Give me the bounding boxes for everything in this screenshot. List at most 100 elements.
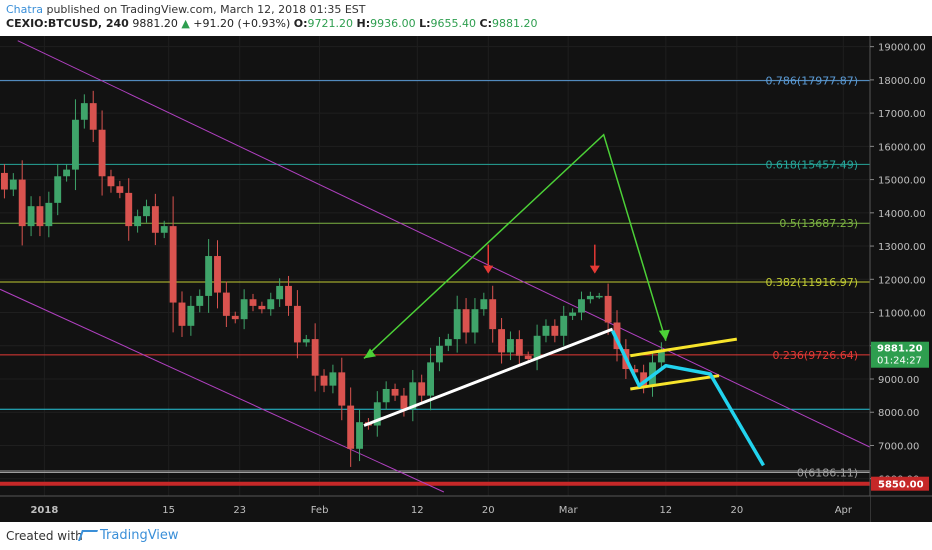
y-tick-label: 18000.00 (878, 76, 926, 87)
candle-body (125, 192, 133, 227)
candle-body (436, 345, 443, 363)
tradingview-brand: TradingView (100, 528, 179, 543)
last-price-text: 9881.20 (132, 17, 178, 30)
candle-body (151, 206, 159, 233)
candle-body (231, 315, 239, 320)
cyan-projection-path (610, 330, 765, 467)
candle-body (311, 339, 319, 376)
open-value: 9721.20 (307, 17, 354, 30)
fib-level-label: 0.236(9726.64) (772, 349, 858, 362)
candle-body (285, 285, 292, 306)
candle-body (320, 375, 328, 386)
x-tick-label: 15 (162, 505, 175, 516)
support-price-badge (871, 476, 929, 491)
x-tick-label: 2018 (30, 505, 58, 516)
last-price-badge (871, 341, 929, 368)
candle-body (293, 305, 301, 343)
x-tick-label: Feb (311, 505, 329, 516)
y-tick-label: 17000.00 (878, 109, 926, 120)
fib-level-label: 0.382(11916.97) (765, 276, 858, 289)
symbol-label: CEXIO:BTCUSD, 240 (6, 17, 129, 30)
high-label: H: (356, 17, 371, 30)
published-text: published on TradingView.com, March 12, … (42, 3, 366, 16)
yellow-flag-line (630, 374, 720, 391)
candle-body (338, 372, 346, 406)
fib-level-label: 0.5(13687.23) (779, 217, 858, 230)
candle-body (134, 216, 142, 227)
candle-body (72, 119, 79, 170)
y-axis-panel (870, 36, 932, 522)
candle-body (187, 305, 195, 326)
candle-body (657, 349, 665, 363)
price-chart[interactable]: 0.786(17977.87) 0.618(15457.49) 0.5(13687.… (0, 36, 932, 522)
candle-body (54, 176, 62, 203)
channel-line (17, 40, 871, 448)
channel-line (0, 288, 445, 493)
candle-body (258, 305, 266, 310)
candle-body (391, 388, 399, 396)
change-arrow-icon: ▲ (181, 17, 190, 30)
bar-countdown-label: 01:24:27 (877, 356, 922, 367)
low-value: 9655.40 (430, 17, 477, 30)
red-arrow-icon (483, 265, 494, 274)
candle-body (515, 339, 523, 356)
close-value: 9881.20 (492, 17, 538, 30)
candle-body (1, 172, 8, 190)
candle-body (160, 226, 168, 233)
candle-body (89, 103, 97, 130)
candle-body (524, 355, 532, 360)
fib-level-label: 0.618(15457.49) (765, 158, 858, 171)
candle-body (551, 325, 559, 336)
y-tick-label: 8000.00 (878, 408, 919, 419)
arrow-head-icon (363, 348, 376, 359)
x-tick-label: 23 (233, 505, 246, 516)
candle-body (533, 335, 541, 360)
candle-body (178, 302, 186, 326)
y-tick-label: 13000.00 (878, 242, 926, 253)
candle-body (507, 339, 514, 353)
candle-body (453, 309, 461, 340)
candle-body (18, 179, 26, 227)
y-tick-label: 15000.00 (878, 176, 926, 187)
candle-body (196, 295, 204, 306)
y-tick-label: 12000.00 (878, 275, 926, 286)
candle-body (480, 299, 488, 310)
candle-body (240, 299, 248, 320)
candle-body (578, 299, 585, 313)
chart-footer: Created with TradingView (0, 522, 932, 550)
candle-body (107, 176, 115, 187)
candle-body (498, 329, 506, 353)
candle-body (382, 388, 390, 403)
candle-body (9, 179, 17, 190)
candle-body (267, 299, 275, 310)
candle-body (409, 382, 417, 409)
x-axis-panel (0, 496, 870, 522)
candle-body (205, 256, 213, 296)
high-value: 9936.00 (370, 17, 416, 30)
candle-body (418, 382, 426, 396)
candle-body (471, 309, 479, 333)
ohlc-line: CEXIO:BTCUSD, 240 9881.20 ▲ +91.20 (+0.9… (6, 17, 538, 30)
y-tick-label: 19000.00 (878, 43, 926, 54)
candle-body (586, 295, 594, 300)
y-tick-label: 14000.00 (878, 209, 926, 220)
fib-level-label: 0(6186.11) (797, 467, 858, 480)
white-trend-line (363, 327, 614, 427)
yellow-flag-line (630, 337, 738, 358)
x-tick-label: 20 (482, 505, 495, 516)
close-label: C: (479, 17, 493, 30)
tradingview-logo[interactable]: TradingView (77, 528, 179, 543)
author-name[interactable]: Chatra (6, 3, 43, 16)
candle-body (302, 339, 310, 343)
x-tick-label: Mar (559, 505, 579, 516)
candle-body (631, 369, 639, 373)
candle-body (63, 169, 71, 177)
arrow-head-icon (658, 329, 670, 341)
tradingview-logo-icon (77, 530, 99, 541)
open-label: O: (293, 17, 308, 30)
support-price-label: 5850.00 (878, 480, 924, 491)
candle-body (36, 206, 44, 227)
candle-body (489, 299, 497, 330)
green-triangle-pattern (363, 133, 667, 359)
candle-body (143, 206, 150, 217)
